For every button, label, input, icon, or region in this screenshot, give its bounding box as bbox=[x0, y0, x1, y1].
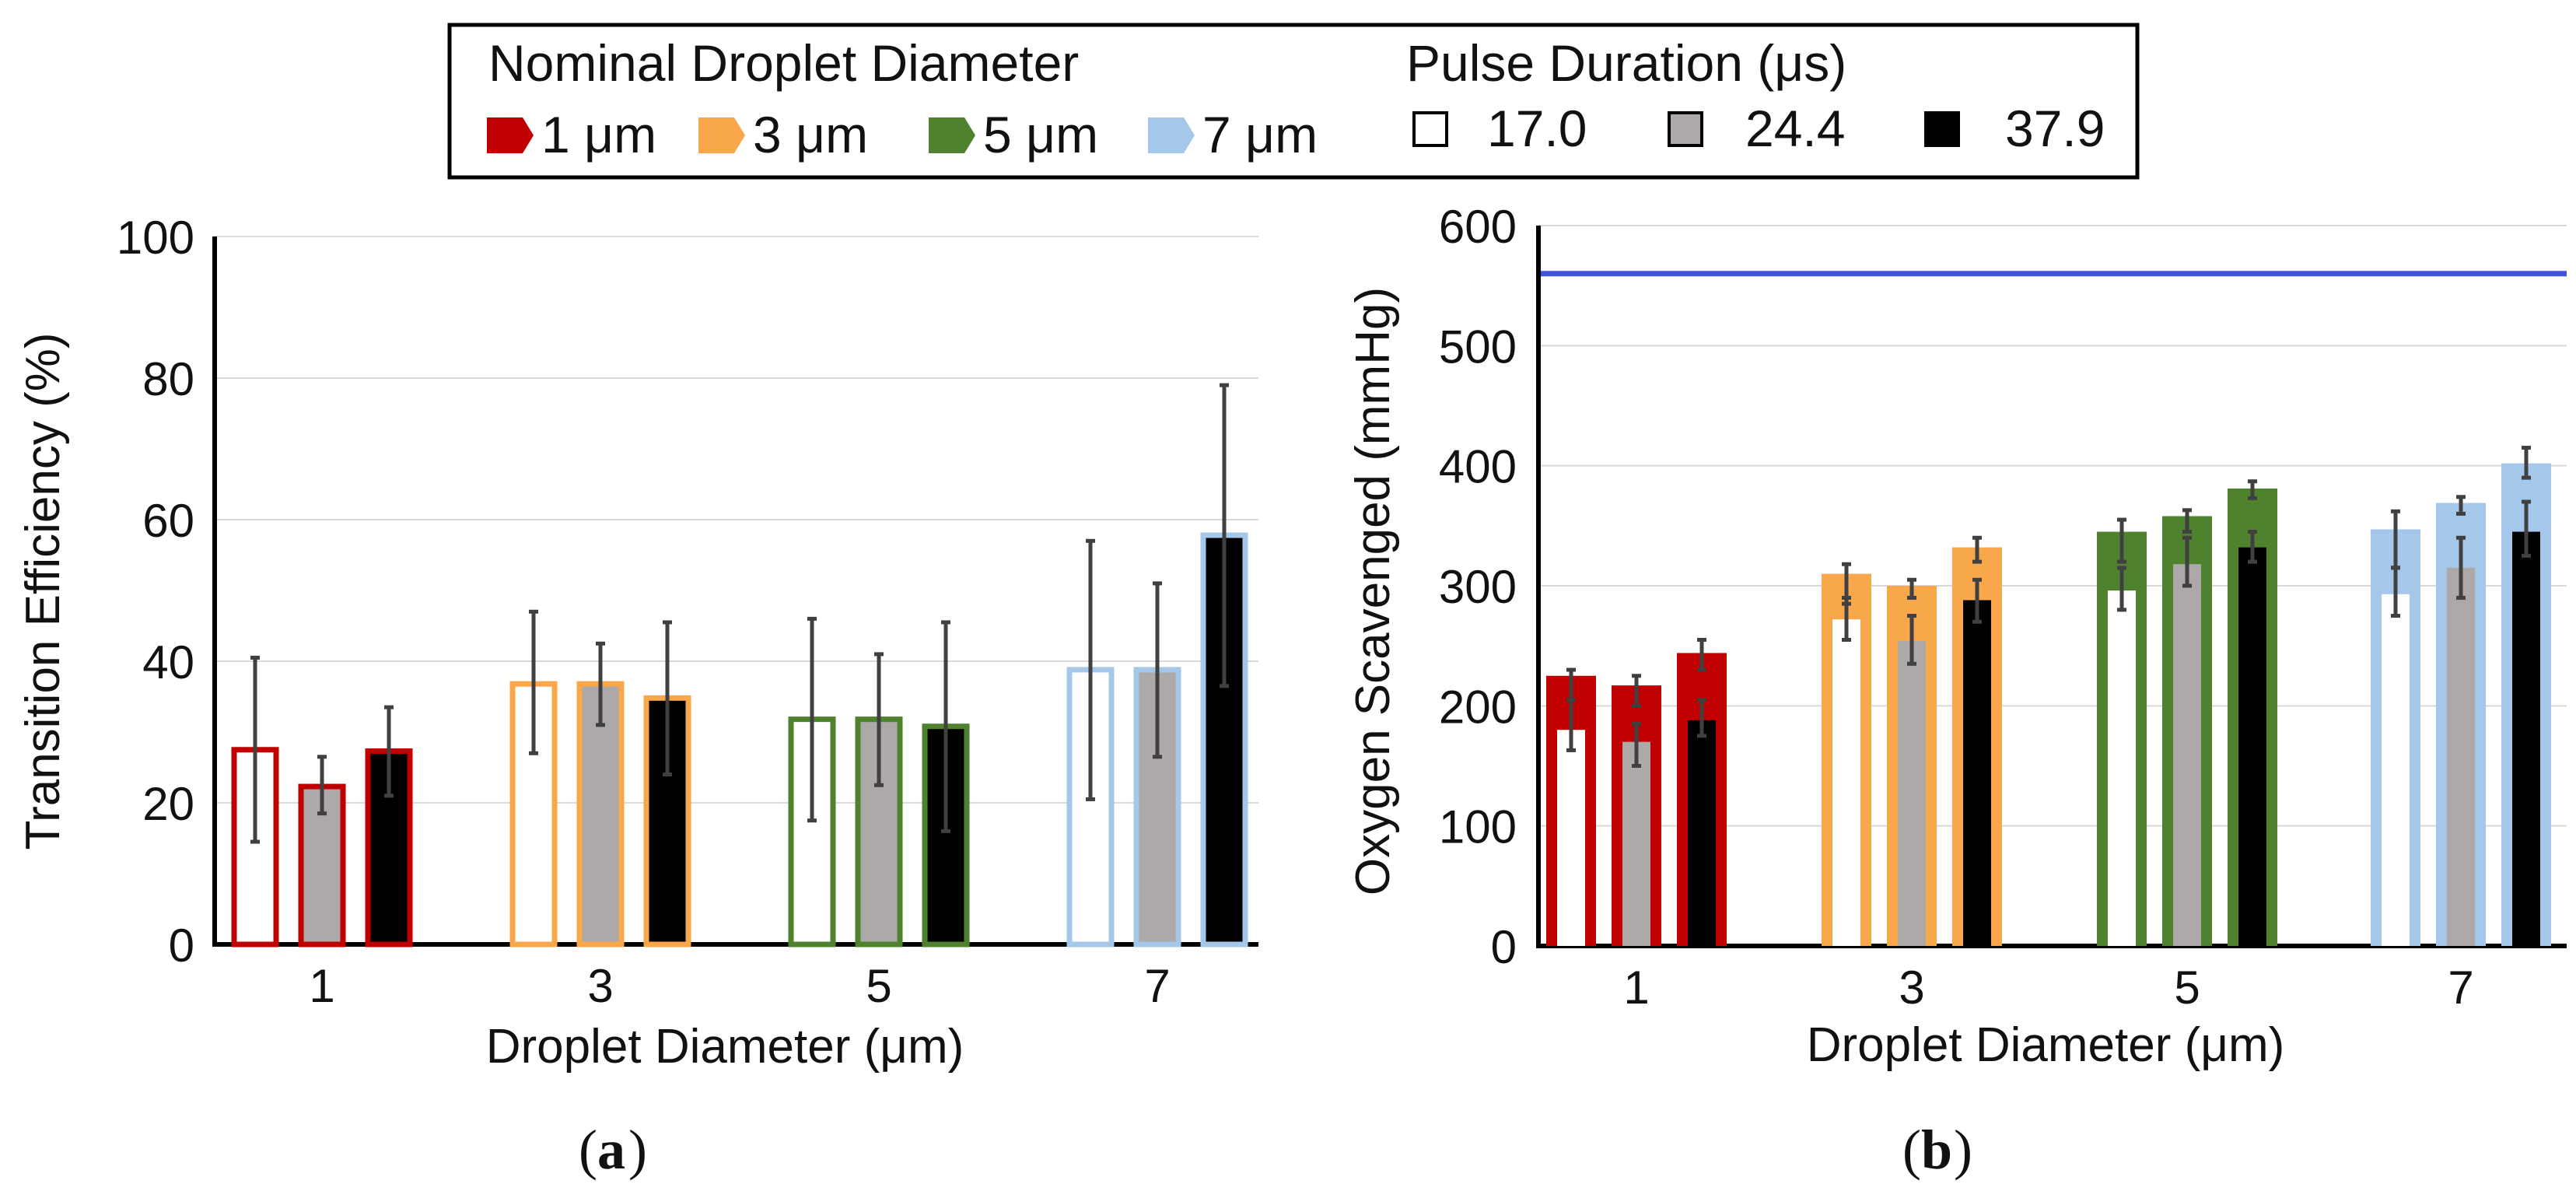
legend: Nominal Droplet Diameter Pulse Duration … bbox=[447, 23, 2140, 180]
ylabel-b: Oxygen Scavenged (mmHg) bbox=[1346, 287, 1400, 895]
xtick-b-3: 3 bbox=[1899, 962, 1924, 1014]
xtick-a-1: 1 bbox=[309, 960, 334, 1012]
bar-b-inner-d7-p24.4 bbox=[2447, 567, 2475, 946]
bar-b-inner-d7-p17.0 bbox=[2382, 594, 2410, 946]
xtick-b-1: 1 bbox=[1623, 962, 1649, 1014]
xtick-b-7: 7 bbox=[2448, 962, 2473, 1014]
caption-a: a bbox=[597, 1119, 625, 1181]
panel-a-chart: 0 20 40 60 80 100 1 3 5 7 Droplet Diameter (μm) Tra… bbox=[16, 212, 1258, 1074]
bar-b-inner-d7-p37.9 bbox=[2512, 531, 2540, 946]
legend-label-5um: 5 μm bbox=[983, 106, 1098, 163]
legend-label-1um: 1 μm bbox=[541, 106, 656, 163]
ytick-a-60: 60 bbox=[142, 495, 194, 547]
ytick-b-600: 600 bbox=[1439, 201, 1517, 253]
bar-b-inner-d1-p24.4 bbox=[1622, 741, 1650, 946]
caption-b-open: ( bbox=[1902, 1119, 1921, 1181]
legend-label-3um: 3 μm bbox=[753, 106, 868, 163]
bar-b-inner-d3-p17.0 bbox=[1832, 619, 1860, 946]
xtick-a-5: 5 bbox=[866, 960, 891, 1012]
legend-label-pulse-37: 37.9 bbox=[2005, 100, 2105, 157]
legend-swatch-pulse-37 bbox=[1924, 111, 1960, 147]
legend-swatch-pulse-17 bbox=[1412, 111, 1448, 147]
ytick-a-100: 100 bbox=[117, 212, 194, 264]
ytick-b-400: 400 bbox=[1439, 441, 1517, 493]
ytick-a-20: 20 bbox=[142, 778, 194, 830]
ytick-b-300: 300 bbox=[1439, 561, 1517, 613]
ytick-b-200: 200 bbox=[1439, 681, 1517, 733]
ylabel-a: Transition Efficiency (%) bbox=[16, 333, 70, 850]
legend-pulse-title: Pulse Duration (μs) bbox=[1406, 34, 1846, 92]
caption-a-close: ) bbox=[628, 1119, 647, 1181]
bar-b-inner-d3-p37.9 bbox=[1963, 600, 1991, 946]
panel-b-chart: 0 100 200 300 400 500 600 1 3 5 7 Droplet Diameter … bbox=[1346, 201, 2567, 1072]
caption-b: b bbox=[1921, 1119, 1952, 1181]
legend-diameter-title: Nominal Droplet Diameter bbox=[488, 34, 1079, 92]
legend-swatch-1um bbox=[487, 117, 534, 153]
xtick-a-7: 7 bbox=[1144, 960, 1170, 1012]
caption-a-open: ( bbox=[579, 1119, 597, 1181]
legend-label-7um: 7 μm bbox=[1202, 106, 1318, 163]
xlabel-a: Droplet Diameter (μm) bbox=[486, 1020, 964, 1074]
ytick-b-0: 0 bbox=[1491, 921, 1517, 973]
caption-b-close: ) bbox=[1954, 1119, 1972, 1181]
bar-a-d3-p24.4 bbox=[576, 681, 625, 948]
legend-swatch-3um bbox=[698, 117, 745, 153]
legend-label-pulse-17: 17.0 bbox=[1487, 100, 1587, 157]
bar-a-d7-p37.9 bbox=[1200, 532, 1248, 948]
bar-a-d7-p24.4 bbox=[1133, 667, 1181, 948]
xtick-b-5: 5 bbox=[2174, 962, 2200, 1014]
bar-b-inner-d5-p17.0 bbox=[2108, 590, 2136, 946]
xtick-a-3: 3 bbox=[587, 960, 613, 1012]
bar-b-inner-d5-p37.9 bbox=[2238, 547, 2266, 946]
xlabel-b: Droplet Diameter (μm) bbox=[1807, 1018, 2285, 1072]
bar-b-inner-d1-p37.9 bbox=[1688, 720, 1716, 946]
ytick-a-40: 40 bbox=[142, 636, 194, 688]
ytick-b-500: 500 bbox=[1439, 321, 1517, 373]
ytick-a-80: 80 bbox=[142, 353, 194, 405]
legend-swatch-7um bbox=[1148, 117, 1195, 153]
ytick-b-100: 100 bbox=[1439, 801, 1517, 853]
ytick-a-0: 0 bbox=[169, 920, 194, 972]
bar-b-inner-d5-p24.4 bbox=[2173, 564, 2201, 946]
bar-a-d7-p17.0 bbox=[1066, 667, 1115, 948]
legend-swatch-pulse-24 bbox=[1668, 111, 1703, 147]
bar-b-inner-d3-p24.4 bbox=[1898, 640, 1926, 946]
bar-b-inner-d1-p17.0 bbox=[1557, 730, 1585, 946]
legend-label-pulse-24: 24.4 bbox=[1745, 100, 1845, 157]
legend-swatch-5um bbox=[929, 117, 975, 153]
